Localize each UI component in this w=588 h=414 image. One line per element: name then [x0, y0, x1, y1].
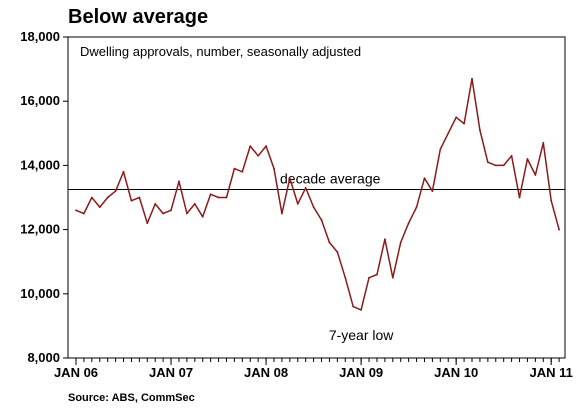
x-tick-label: JAN 07: [149, 365, 193, 380]
chart-title: Below average: [68, 6, 209, 28]
data-point: [550, 199, 553, 202]
data-point: [75, 209, 77, 212]
data-point: [233, 167, 236, 170]
data-point: [90, 196, 93, 199]
reference-layer: decade average: [68, 170, 565, 190]
data-point: [439, 148, 442, 151]
y-tick-label: 12,000: [20, 222, 60, 237]
y-tick-label: 18,000: [20, 29, 60, 44]
data-point: [201, 215, 204, 218]
data-point: [502, 164, 505, 167]
y-tick-label: 16,000: [20, 93, 60, 108]
plot-area: [67, 36, 566, 359]
data-point: [542, 142, 545, 144]
data-point: [265, 145, 267, 148]
dwelling-approvals-line: [75, 77, 560, 311]
y-tick-label: 10,000: [20, 286, 60, 301]
data-point: [471, 77, 473, 80]
data-point: [304, 186, 307, 189]
x-tick-label: JAN 06: [54, 365, 98, 380]
data-point: [217, 196, 220, 199]
data-point: [399, 241, 402, 244]
data-point: [162, 212, 165, 215]
data-point: [479, 129, 481, 131]
data-point: [510, 154, 513, 157]
data-point: [288, 177, 291, 180]
data-point: [249, 145, 252, 148]
data-point: [534, 174, 537, 176]
data-point: [225, 196, 228, 199]
chart-subtitle: Dwelling approvals, number, seasonally a…: [80, 44, 361, 59]
x-tick-label: JAN 10: [434, 365, 478, 380]
data-point: [170, 209, 172, 212]
data-point: [407, 222, 410, 225]
x-tick-label: JAN 08: [244, 365, 288, 380]
axes: 8,000 10,000 12,000 14,000 16,000 18,000 JAN 0…: [20, 29, 573, 380]
data-point: [130, 199, 133, 202]
data-point: [368, 276, 370, 279]
annotation-layer: 7-year low: [329, 327, 394, 343]
data-point: [185, 212, 188, 215]
data-point: [376, 273, 378, 276]
data-point: [447, 132, 450, 135]
data-point: [328, 241, 331, 244]
data-point: [312, 206, 315, 209]
data-point: [391, 276, 394, 279]
x-tick-label: JAN 09: [339, 365, 383, 380]
data-point: [114, 190, 117, 192]
data-point: [360, 308, 363, 311]
y-tick-label: 8,000: [27, 350, 60, 365]
data-point: [257, 154, 260, 157]
data-point: [344, 276, 347, 279]
data-point: [423, 177, 426, 180]
data-point: [241, 170, 244, 173]
data-point: [486, 161, 489, 164]
data-point: [273, 167, 275, 170]
data-point: [352, 305, 355, 308]
data-point: [463, 122, 465, 125]
seven-year-low-label: 7-year low: [329, 327, 394, 343]
data-point: [209, 193, 212, 196]
data-point: [558, 228, 561, 231]
data-point: [98, 206, 101, 209]
data-point: [383, 238, 386, 241]
y-tick-label: 14,000: [20, 157, 60, 172]
data-point: [106, 196, 109, 199]
data-point: [122, 170, 125, 173]
data-point: [193, 203, 196, 205]
data-point: [455, 116, 458, 119]
data-point: [415, 206, 418, 209]
data-point: [146, 222, 149, 225]
data-point: [431, 190, 434, 192]
data-point: [526, 158, 529, 160]
data-point: [296, 203, 299, 205]
data-point: [178, 180, 180, 183]
decade-average-label: decade average: [280, 170, 381, 186]
data-point: [518, 196, 521, 199]
data-point: [154, 203, 157, 205]
data-point: [138, 196, 141, 199]
data-point: [320, 219, 323, 221]
series-layer: [75, 77, 561, 311]
data-point: [494, 164, 497, 167]
data-point: [83, 212, 85, 215]
chart-source: Source: ABS, CommSec: [68, 392, 195, 404]
data-point: [336, 251, 339, 253]
data-point: [281, 212, 283, 215]
x-tick-label: JAN 11: [530, 365, 573, 380]
